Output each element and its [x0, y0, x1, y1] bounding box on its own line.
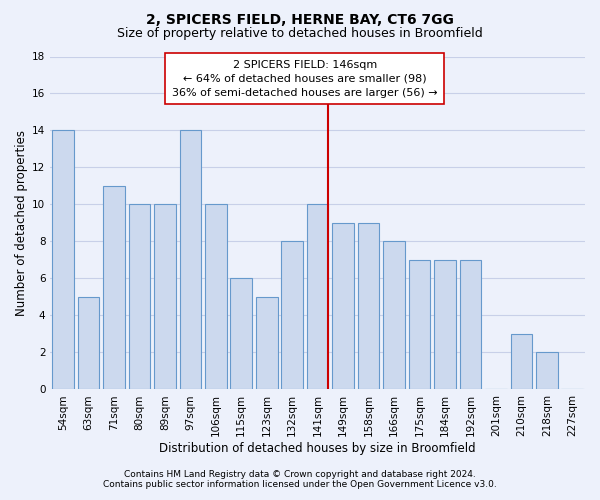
- Bar: [256, 297, 278, 390]
- Text: Contains HM Land Registry data © Crown copyright and database right 2024.
Contai: Contains HM Land Registry data © Crown c…: [103, 470, 497, 489]
- Bar: [307, 204, 328, 390]
- Bar: [103, 186, 125, 390]
- Bar: [511, 334, 532, 390]
- Bar: [332, 223, 354, 390]
- Bar: [179, 130, 201, 390]
- Text: 2, SPICERS FIELD, HERNE BAY, CT6 7GG: 2, SPICERS FIELD, HERNE BAY, CT6 7GG: [146, 12, 454, 26]
- Bar: [281, 242, 303, 390]
- Bar: [154, 204, 176, 390]
- Bar: [52, 130, 74, 390]
- Bar: [460, 260, 481, 390]
- Bar: [358, 223, 379, 390]
- Y-axis label: Number of detached properties: Number of detached properties: [15, 130, 28, 316]
- Bar: [205, 204, 227, 390]
- Text: Size of property relative to detached houses in Broomfield: Size of property relative to detached ho…: [117, 28, 483, 40]
- Bar: [409, 260, 430, 390]
- Bar: [230, 278, 252, 390]
- Bar: [383, 242, 405, 390]
- Text: 2 SPICERS FIELD: 146sqm
← 64% of detached houses are smaller (98)
36% of semi-de: 2 SPICERS FIELD: 146sqm ← 64% of detache…: [172, 60, 438, 98]
- Bar: [434, 260, 456, 390]
- Bar: [128, 204, 150, 390]
- X-axis label: Distribution of detached houses by size in Broomfield: Distribution of detached houses by size …: [160, 442, 476, 455]
- Bar: [536, 352, 557, 390]
- Bar: [77, 297, 99, 390]
